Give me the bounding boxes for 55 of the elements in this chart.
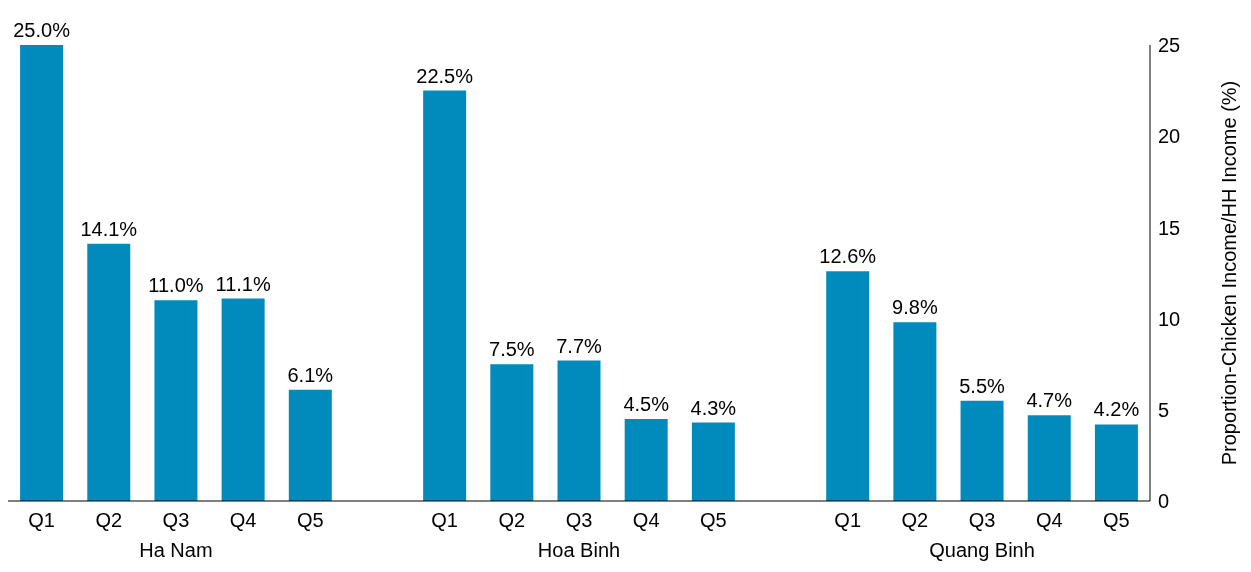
x-tick-label: Q2 — [95, 509, 123, 531]
bar — [1094, 424, 1138, 501]
text: Ha Nam — [139, 539, 213, 561]
x-tick-label: Q5 — [700, 509, 727, 531]
data-label: 5.5% — [959, 374, 1006, 397]
bar — [691, 422, 735, 501]
data-label: 4.3% — [690, 396, 737, 419]
data-label: 12.6% — [819, 245, 877, 268]
text: Quang Binh — [929, 539, 1035, 561]
bar — [624, 418, 668, 501]
data-label: 4.2% — [1093, 398, 1140, 421]
bar — [490, 364, 534, 501]
x-tick-label: Q1 — [431, 509, 458, 531]
bar — [221, 298, 265, 501]
bar — [288, 389, 332, 501]
x-tick-label: Q3 — [565, 509, 593, 531]
data-label: 11.0% — [148, 274, 204, 297]
data-label: 7.7% — [556, 334, 603, 357]
x-tick-label: Q3 — [162, 509, 190, 531]
y-tick-label: 15 — [1158, 216, 1181, 239]
y-tick-label: 0 — [1158, 490, 1170, 513]
data-label: 7.5% — [489, 338, 535, 361]
data-label: 25.0% — [13, 19, 71, 41]
y-tick-label: 25 — [1158, 34, 1181, 57]
x-tick-label: Q5 — [296, 509, 324, 531]
bar — [960, 400, 1004, 501]
data-label: 4.7% — [1026, 389, 1073, 412]
bar — [893, 322, 937, 501]
data-label: 11.1% — [215, 272, 271, 295]
x-tick-label: Q4 — [632, 509, 660, 531]
data-label: 9.8% — [892, 296, 938, 319]
text: Hoa Binh — [537, 539, 621, 561]
bar — [423, 90, 467, 501]
x-tick-label: Q2 — [498, 509, 526, 531]
bar — [826, 271, 870, 501]
x-tick-label: Q2 — [901, 509, 929, 531]
bar — [87, 243, 131, 501]
x-tick-label: Q1 — [834, 509, 862, 531]
x-tick-label: Q1 — [28, 509, 55, 531]
y-tick-label: 5 — [1158, 398, 1170, 421]
data-label: 6.1% — [287, 363, 334, 386]
x-tick-label: Q4 — [1035, 509, 1063, 531]
data-label: 22.5% — [416, 64, 474, 87]
x-tick-label: Q5 — [1103, 509, 1130, 531]
y-tick-label: 20 — [1158, 125, 1181, 148]
x-tick-label: Q4 — [229, 509, 257, 531]
bar — [154, 300, 198, 501]
x-tick-label: Q3 — [968, 509, 996, 531]
bar — [1027, 415, 1071, 501]
bar — [20, 45, 64, 501]
bar — [557, 360, 601, 501]
y-axis-title: Proportion-Chicken Income/HH Income (%) — [1218, 80, 1241, 466]
data-label: 4.5% — [623, 392, 670, 415]
data-label: 14.1% — [80, 217, 138, 240]
y-tick-label: 10 — [1158, 307, 1181, 330]
